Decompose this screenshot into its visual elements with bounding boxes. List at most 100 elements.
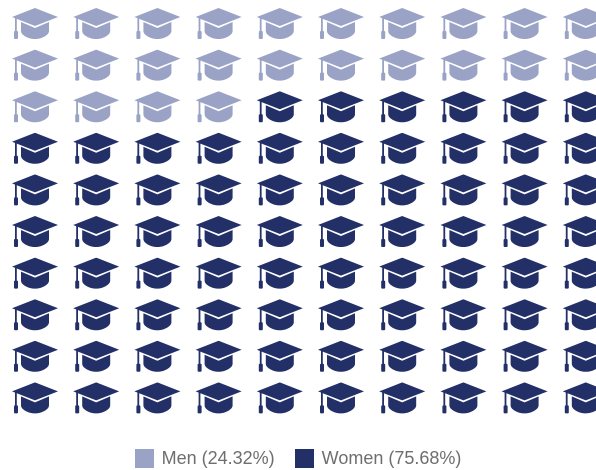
graduation-cap-icon-women — [318, 132, 364, 164]
graduation-cap-icon-men — [501, 49, 548, 81]
graduation-cap-icon-women — [318, 91, 364, 123]
graduation-cap-icon-women — [440, 340, 487, 372]
graduation-cap-icon-men — [134, 8, 181, 39]
graduation-cap-icon-women — [501, 299, 548, 331]
graduation-cap-icon-women — [562, 174, 596, 206]
legend: Men (24.32%) Women (75.68%) — [0, 446, 596, 470]
graduation-cap-icon-men — [562, 8, 596, 39]
graduation-cap-icon-men — [318, 8, 364, 39]
graduation-cap-icon-women — [440, 174, 487, 206]
graduation-cap-icon-women — [379, 340, 426, 372]
graduation-cap-icon-men — [73, 91, 120, 123]
graduation-cap-icon-women — [256, 382, 303, 414]
graduation-cap-icon-men — [195, 49, 242, 81]
graduation-cap-icon-women — [134, 299, 181, 331]
graduation-cap-icon-women — [562, 299, 596, 331]
graduation-cap-icon-women — [379, 91, 426, 123]
graduation-cap-icon-women — [379, 299, 426, 331]
graduation-cap-icon-men — [440, 8, 487, 39]
graduation-cap-icon-men — [134, 49, 181, 81]
graduation-cap-icon-women — [562, 132, 596, 164]
graduation-cap-icon-women — [134, 216, 181, 247]
graduation-cap-icon-men — [73, 8, 120, 39]
graduation-cap-icon-women — [379, 382, 426, 414]
graduation-cap-icon-women — [562, 382, 596, 414]
graduation-cap-icon-women — [12, 382, 58, 414]
legend-swatch-women — [294, 448, 314, 468]
graduation-cap-icon-women — [134, 382, 181, 414]
graduation-cap-icon-women — [73, 299, 120, 331]
graduation-cap-icon-women — [195, 340, 242, 372]
graduation-cap-icon-women — [134, 132, 181, 164]
graduation-cap-icon-women — [195, 132, 242, 164]
graduation-cap-icon-women — [440, 299, 487, 331]
graduation-cap-icon-women — [73, 340, 120, 372]
pictograph-area — [12, 8, 596, 414]
graduation-cap-icon-women — [134, 340, 181, 372]
graduation-cap-icon-women — [318, 216, 364, 247]
graduation-cap-icon-women — [256, 132, 303, 164]
graduation-cap-icon-women — [195, 299, 242, 331]
graduation-cap-icon-women — [195, 216, 242, 247]
graduation-cap-icon-women — [256, 340, 303, 372]
legend-label-women: Women (75.68%) — [321, 447, 462, 468]
graduation-cap-icon-men — [12, 49, 58, 81]
graduation-cap-icon-women — [562, 216, 596, 247]
graduation-cap-icon-men — [440, 49, 487, 81]
graduation-cap-icon-men — [256, 49, 303, 81]
graduation-cap-icon-women — [256, 299, 303, 331]
graduation-cap-icon-women — [501, 216, 548, 247]
graduation-cap-icon-women — [195, 174, 242, 206]
graduation-cap-icon-men — [562, 49, 596, 81]
graduation-cap-icon-women — [562, 340, 596, 372]
graduation-cap-icon-women — [256, 257, 303, 289]
graduation-cap-icon-women — [12, 174, 58, 206]
graduation-cap-icon-women — [318, 382, 364, 414]
graduation-cap-icon-women — [73, 382, 120, 414]
graduation-cap-icon-women — [501, 132, 548, 164]
graduation-cap-icon-women — [318, 299, 364, 331]
graduation-cap-icon-women — [501, 174, 548, 206]
graduation-cap-icon-women — [440, 132, 487, 164]
graduation-cap-icon-women — [562, 91, 596, 123]
graduation-cap-icon-women — [256, 174, 303, 206]
graduation-cap-icon-men — [195, 91, 242, 123]
graduation-cap-icon-women — [195, 382, 242, 414]
graduation-cap-icon-women — [256, 216, 303, 247]
graduation-cap-icon-women — [73, 174, 120, 206]
graduation-cap-icon-women — [440, 257, 487, 289]
legend-label-men: Men (24.32%) — [161, 447, 275, 468]
legend-item-men[interactable]: Men (24.32%) — [134, 447, 275, 469]
graduation-cap-icon-women — [134, 257, 181, 289]
graduation-cap-icon-women — [562, 257, 596, 289]
graduation-cap-icon-women — [73, 216, 120, 247]
graduation-cap-icon-men — [134, 91, 181, 123]
graduation-cap-icon-women — [379, 132, 426, 164]
graduation-cap-icon-women — [501, 340, 548, 372]
legend-item-women[interactable]: Women (75.68%) — [294, 447, 462, 469]
graduation-cap-icon-men — [12, 8, 58, 39]
graduation-cap-icon-women — [12, 257, 58, 289]
graduation-cap-icon-men — [12, 91, 58, 123]
graduation-cap-icon-men — [501, 8, 548, 39]
graduation-cap-icon-women — [256, 91, 303, 123]
graduation-cap-icon-men — [256, 8, 303, 39]
graduation-cap-icon-women — [195, 257, 242, 289]
graduation-cap-icon-women — [73, 132, 120, 164]
graduation-cap-icon-women — [379, 216, 426, 247]
graduation-cap-icon-women — [379, 174, 426, 206]
graduation-cap-icon-women — [318, 340, 364, 372]
graduation-cap-icon-women — [318, 257, 364, 289]
graduation-cap-icon-women — [379, 257, 426, 289]
graduation-cap-icon-women — [318, 174, 364, 206]
graduation-cap-icon-men — [195, 8, 242, 39]
graduation-cap-icon-women — [440, 216, 487, 247]
graduation-cap-icon-women — [12, 132, 58, 164]
graduation-cap-icon-women — [440, 91, 487, 123]
graduation-cap-icon-women — [501, 382, 548, 414]
graduation-cap-icon-women — [73, 257, 120, 289]
legend-swatch-men — [134, 448, 154, 468]
graduation-cap-icon-women — [12, 340, 58, 372]
graduation-cap-icon-women — [501, 257, 548, 289]
graduation-cap-icon-women — [12, 216, 58, 247]
